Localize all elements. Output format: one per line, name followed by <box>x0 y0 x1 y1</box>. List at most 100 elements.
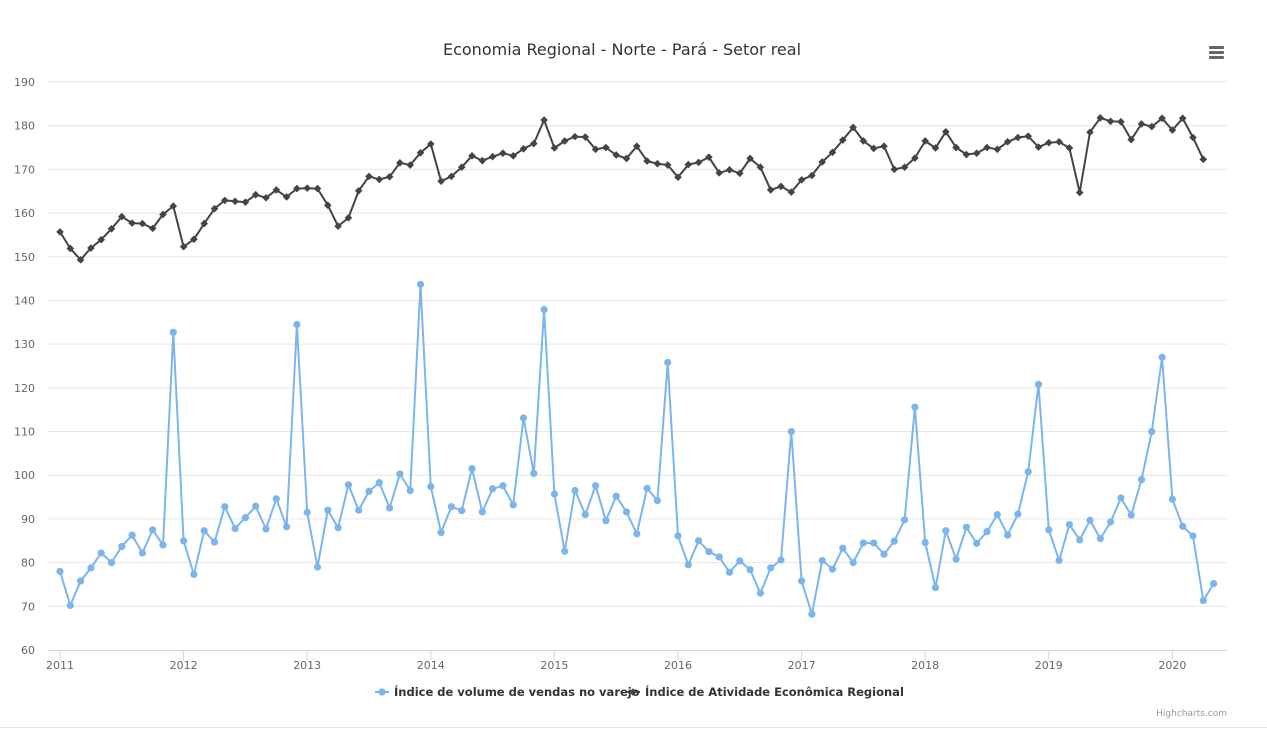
data-point[interactable] <box>1096 114 1105 122</box>
data-point[interactable] <box>674 173 682 182</box>
data-point[interactable] <box>1179 522 1187 530</box>
data-point[interactable] <box>375 175 384 184</box>
data-point[interactable] <box>530 139 538 148</box>
data-point[interactable] <box>839 544 847 552</box>
data-point[interactable] <box>148 224 157 233</box>
data-point[interactable] <box>1014 510 1022 518</box>
data-point[interactable] <box>107 225 116 233</box>
data-point[interactable] <box>159 210 167 219</box>
data-point[interactable] <box>643 484 651 492</box>
data-point[interactable] <box>921 137 929 145</box>
data-point[interactable] <box>1210 579 1218 588</box>
data-point[interactable] <box>766 186 775 194</box>
data-point[interactable] <box>159 541 167 549</box>
data-point[interactable] <box>931 583 940 592</box>
data-point[interactable] <box>416 148 425 157</box>
data-point[interactable] <box>530 469 538 478</box>
data-point[interactable] <box>406 486 414 495</box>
data-point[interactable] <box>787 188 796 196</box>
data-point[interactable] <box>725 568 734 576</box>
data-point[interactable] <box>880 550 888 558</box>
data-point[interactable] <box>859 539 868 547</box>
data-point[interactable] <box>849 559 857 567</box>
data-point[interactable] <box>241 198 250 206</box>
data-point[interactable] <box>1024 132 1032 140</box>
data-point[interactable] <box>437 528 445 537</box>
data-point[interactable] <box>210 204 219 213</box>
data-point[interactable] <box>674 532 682 540</box>
data-point[interactable] <box>488 152 497 161</box>
data-point[interactable] <box>767 564 775 572</box>
data-point[interactable] <box>643 157 651 165</box>
data-point[interactable] <box>169 328 177 336</box>
data-point[interactable] <box>293 184 301 193</box>
data-point[interactable] <box>653 496 662 505</box>
data-point[interactable] <box>179 242 188 251</box>
data-point[interactable] <box>1117 117 1125 126</box>
data-point[interactable] <box>571 486 579 495</box>
data-point[interactable] <box>1003 138 1012 146</box>
data-point[interactable] <box>550 490 559 498</box>
data-point[interactable] <box>128 531 136 539</box>
data-point[interactable] <box>952 555 960 563</box>
data-point[interactable] <box>725 166 734 174</box>
data-point[interactable] <box>221 196 229 205</box>
data-point[interactable] <box>76 256 85 264</box>
legend-item-2[interactable]: Índice de Atividade Econômica Regional <box>626 684 904 699</box>
data-point[interactable] <box>1148 427 1156 436</box>
data-point[interactable] <box>200 527 208 535</box>
data-point[interactable] <box>684 561 692 569</box>
data-point[interactable] <box>839 136 847 144</box>
data-point[interactable] <box>138 549 146 557</box>
data-point[interactable] <box>808 610 816 618</box>
data-point[interactable] <box>499 482 507 490</box>
data-point[interactable] <box>1106 117 1115 126</box>
data-point[interactable] <box>416 280 425 288</box>
data-point[interactable] <box>870 539 878 547</box>
data-point[interactable] <box>746 566 754 574</box>
data-point[interactable] <box>808 171 816 180</box>
data-point[interactable] <box>282 193 291 201</box>
data-point[interactable] <box>509 501 517 509</box>
data-point[interactable] <box>313 563 322 571</box>
data-point[interactable] <box>890 165 899 174</box>
data-point[interactable] <box>550 144 559 152</box>
data-point[interactable] <box>354 186 363 195</box>
data-point[interactable] <box>303 184 311 192</box>
data-point[interactable] <box>972 149 981 158</box>
data-point[interactable] <box>303 508 311 516</box>
data-point[interactable] <box>138 219 147 228</box>
data-point[interactable] <box>313 184 322 193</box>
data-point[interactable] <box>1127 511 1135 519</box>
data-point[interactable] <box>633 142 641 151</box>
data-point[interactable] <box>77 577 85 585</box>
data-point[interactable] <box>396 159 404 167</box>
data-point[interactable] <box>1045 526 1053 534</box>
data-point[interactable] <box>869 144 878 153</box>
data-point[interactable] <box>849 123 857 132</box>
data-point[interactable] <box>1189 532 1197 540</box>
data-point[interactable] <box>911 154 919 162</box>
data-point[interactable] <box>365 172 373 181</box>
data-point[interactable] <box>107 559 116 567</box>
data-point[interactable] <box>1117 494 1125 502</box>
data-point[interactable] <box>901 516 909 524</box>
data-point[interactable] <box>653 159 662 168</box>
data-point[interactable] <box>540 306 548 314</box>
data-point[interactable] <box>1127 135 1135 144</box>
data-point[interactable] <box>797 176 806 184</box>
data-point[interactable] <box>66 244 75 253</box>
data-point[interactable] <box>221 503 229 511</box>
data-point[interactable] <box>66 601 74 610</box>
data-point[interactable] <box>272 186 281 194</box>
data-point[interactable] <box>385 173 394 181</box>
data-point[interactable] <box>715 169 723 177</box>
data-point[interactable] <box>787 427 795 436</box>
data-point[interactable] <box>900 163 909 171</box>
data-point[interactable] <box>561 547 569 555</box>
data-point[interactable] <box>180 537 188 545</box>
data-point[interactable] <box>190 235 198 244</box>
data-point[interactable] <box>540 116 548 124</box>
data-point[interactable] <box>828 565 837 573</box>
data-point[interactable] <box>334 524 342 532</box>
